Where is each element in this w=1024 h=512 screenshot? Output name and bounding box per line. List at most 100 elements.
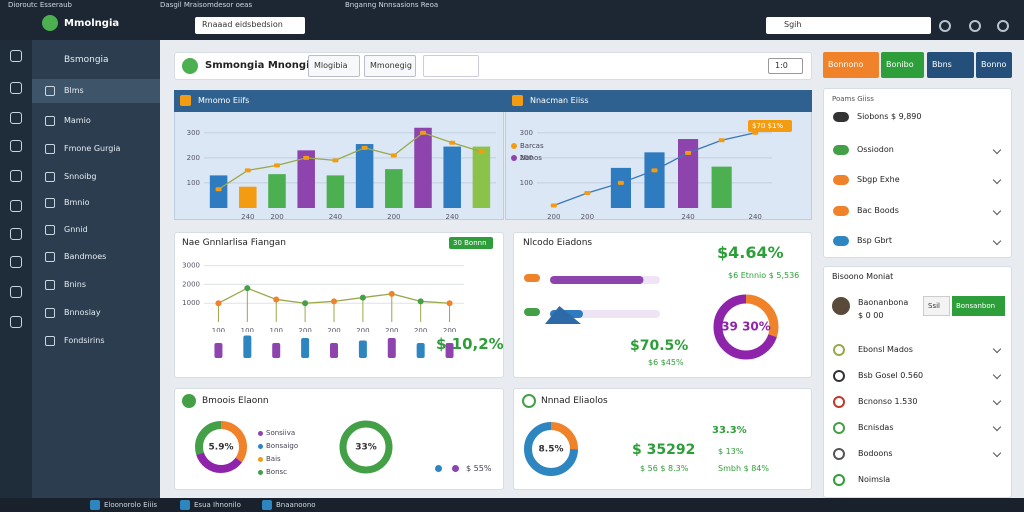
list-item[interactable]: Ossiodon (857, 145, 894, 154)
x-tick-label: 200 (270, 213, 283, 220)
legend-entry: Bais (266, 455, 281, 463)
list-item[interactable]: Bcnisdas (858, 423, 894, 432)
tab[interactable]: Bnganng Nnnsasions Reoa (345, 1, 439, 9)
badge-text: 30 Bonnn (453, 239, 487, 247)
button[interactable] (823, 52, 879, 78)
marker (478, 149, 485, 154)
nav-item[interactable]: Blms (64, 86, 84, 95)
nav-section[interactable]: Bsmongia (64, 55, 109, 65)
button[interactable] (923, 296, 950, 316)
item-icon (833, 448, 845, 460)
x-tick-label: 200 (387, 213, 400, 220)
list-item[interactable]: Sbgp Exhe (857, 175, 900, 184)
nav-item[interactable]: Bnnoslay (64, 308, 101, 317)
nav-icon (45, 308, 55, 318)
metric: $4.64% (717, 243, 784, 262)
metric-sub: $6 Etnnio $ 5,536 (728, 271, 800, 280)
tab[interactable]: Dioroutc Esseraub (8, 1, 72, 9)
select[interactable] (768, 58, 803, 74)
button[interactable] (952, 296, 1005, 316)
button[interactable] (927, 52, 974, 78)
task-label[interactable]: Bnaanoono (276, 501, 316, 509)
bar (272, 343, 281, 358)
list-item[interactable]: Ebonsl Mados (858, 345, 913, 354)
icon (180, 95, 191, 106)
button[interactable] (976, 52, 1012, 78)
chart (550, 276, 660, 318)
list-item[interactable]: Bsp Gbrt (857, 236, 892, 245)
nav-item[interactable]: Mamio (64, 116, 91, 125)
nav-item[interactable]: Bnins (64, 280, 87, 289)
marker (420, 130, 426, 135)
task-icon[interactable] (180, 500, 190, 510)
strip-icon[interactable] (10, 256, 22, 268)
annotation: $70 $1% (752, 122, 784, 130)
nav-item[interactable]: Bandmoes (64, 252, 107, 261)
strip-icon[interactable] (10, 228, 22, 240)
nav-item[interactable]: Fondsirins (64, 336, 105, 345)
bar (387, 338, 396, 358)
marker (388, 290, 395, 297)
icon (522, 394, 536, 408)
strip-icon[interactable] (10, 316, 22, 328)
strip-icon[interactable] (10, 50, 22, 62)
nav-item[interactable]: Bmnio (64, 198, 90, 207)
list-item[interactable]: Siobons $ 9,890 (857, 112, 922, 121)
input[interactable] (423, 55, 479, 77)
task-label[interactable]: Eloonorolo Eiiis (104, 501, 158, 509)
card-title: Bisoono Moniat (832, 272, 894, 281)
icon (512, 95, 523, 106)
progress (550, 276, 644, 284)
bar (443, 146, 461, 208)
metric-sub: Smbh $ 84% (718, 464, 769, 473)
metric: $ 35292 (632, 442, 696, 458)
nav-item[interactable]: Fmone Gurgia (64, 144, 121, 153)
nav-item[interactable]: Gnnid (64, 225, 88, 234)
strip-icon[interactable] (10, 286, 22, 298)
metric-sub: $ 13% (718, 447, 744, 456)
marker (718, 138, 725, 143)
chart (214, 335, 454, 358)
button[interactable] (364, 55, 416, 77)
nav-icon (45, 225, 55, 235)
task-icon[interactable] (262, 500, 272, 510)
marker (390, 153, 397, 158)
strip-icon[interactable] (10, 112, 22, 124)
marker (332, 158, 339, 163)
strip-icon[interactable] (10, 170, 22, 182)
list-item[interactable]: Noimsla (858, 475, 891, 484)
search-box[interactable] (766, 17, 931, 34)
strip-icon[interactable] (10, 82, 22, 94)
marker (417, 298, 424, 305)
x-tick-label: 200 (414, 327, 427, 332)
marker (274, 163, 280, 168)
button[interactable] (881, 52, 924, 78)
tab[interactable]: Dasgil Mraisomdesor oeas (160, 1, 253, 9)
marker (651, 168, 658, 173)
list-item[interactable]: Bodoons (858, 449, 893, 458)
button[interactable] (308, 55, 360, 77)
x-tick-label: 200 (327, 327, 340, 332)
panel (174, 388, 504, 490)
list-item[interactable]: Bcnonso 1.530 (858, 397, 918, 406)
list-item[interactable]: Bac Boods (857, 206, 899, 215)
strip-icon[interactable] (10, 200, 22, 212)
x-tick-label: 200 (547, 213, 560, 220)
task-icon[interactable] (90, 500, 100, 510)
x-tick-label: 240 (446, 213, 459, 220)
search-text: Sgih (784, 20, 802, 29)
x-tick-label: 200 (385, 327, 398, 332)
nav-item[interactable]: Snnoibg (64, 172, 97, 181)
address-text: Rnaaad eidsbedsion (202, 20, 283, 29)
dot (452, 465, 459, 472)
strip-icon[interactable] (10, 140, 22, 152)
card-title: Poams Giiss (832, 95, 874, 103)
right-card (823, 88, 1012, 258)
bar (472, 146, 491, 208)
address-bar[interactable] (195, 17, 305, 34)
list-item[interactable]: Bsb Gosel 0.560 (858, 371, 924, 380)
task-label[interactable]: Esua Ihnonilo (194, 501, 241, 509)
bar (301, 338, 310, 358)
marker (685, 150, 692, 155)
